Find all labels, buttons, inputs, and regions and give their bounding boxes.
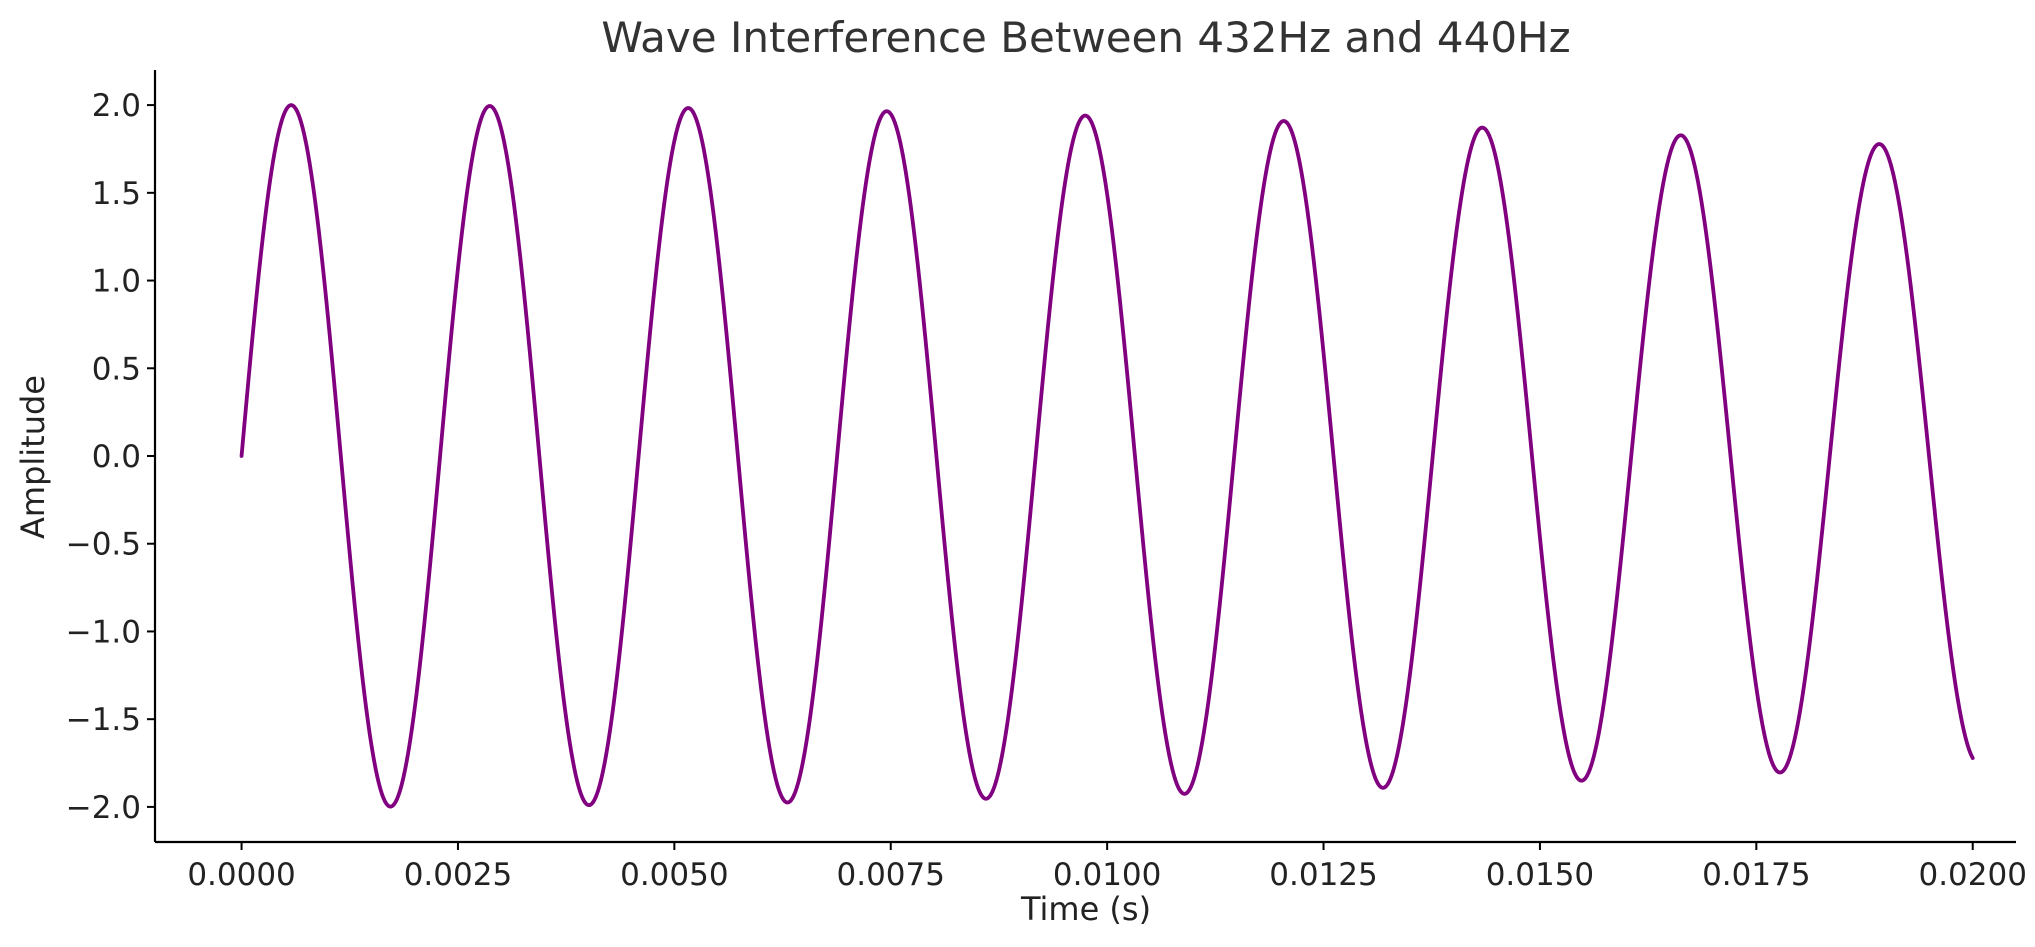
x-axis-label: Time (s) [1020,890,1151,928]
y-tick-label: 1.5 [92,176,141,212]
x-tick-label: 0.0150 [1486,857,1594,893]
y-tick-label: −1.0 [66,614,141,650]
y-axis-label: Amplitude [14,375,52,539]
wave-line [239,103,1975,809]
x-tick-label: 0.0075 [837,857,945,893]
x-axis-ticks: 0.0000 0.0025 0.0050 0.0075 0.0100 0.0125 0.01… [187,842,2027,893]
y-tick-label: 0.0 [92,439,141,475]
x-tick-label: 0.0050 [620,857,728,893]
y-axis-ticks: 2.0 1.5 1.0 0.5 0.0 −0.5 −1.0 −1.5 −2.0 [66,88,155,826]
x-tick-label: 0.0100 [1053,857,1161,893]
y-tick-label: 1.0 [92,264,141,300]
x-tick-label: 0.0200 [1918,857,2026,893]
x-tick-label: 0.0175 [1702,857,1810,893]
series-layer [239,103,1975,809]
chart-title: Wave Interference Between 432Hz and 440H… [601,13,1570,62]
x-tick-label: 0.0025 [404,857,512,893]
x-tick-label: 0.0000 [187,857,295,893]
y-tick-label: −0.5 [66,527,141,563]
y-tick-label: −1.5 [66,702,141,738]
y-tick-label: 2.0 [92,88,141,124]
y-tick-label: −2.0 [66,790,141,826]
x-tick-label: 0.0125 [1269,857,1377,893]
y-tick-label: 0.5 [92,351,141,387]
